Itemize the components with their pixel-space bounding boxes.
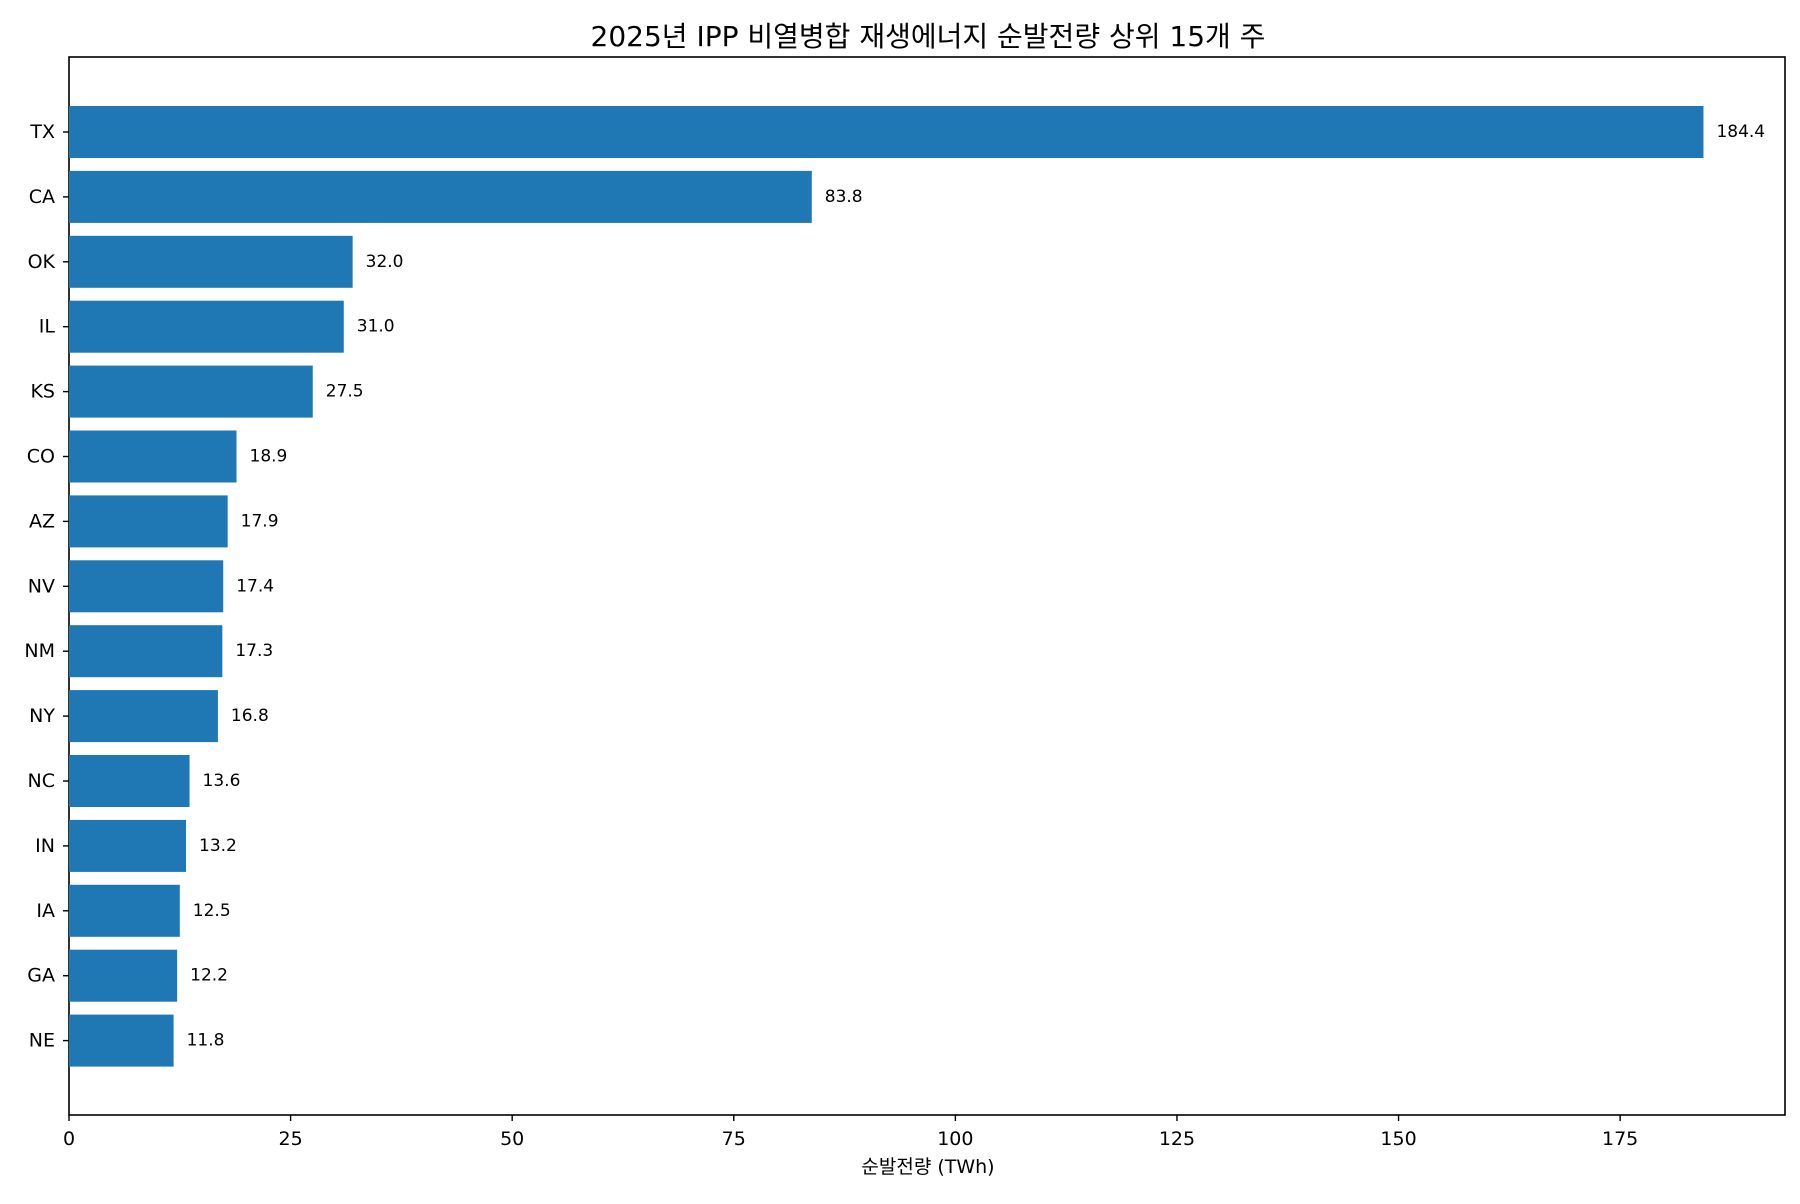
data-label-ok: 32.0 — [366, 252, 404, 272]
x-axis: 0 25 50 75 100 125 150 175 — [63, 1115, 1638, 1150]
data-label-il: 31.0 — [357, 317, 395, 337]
data-label-co: 18.9 — [250, 447, 288, 467]
data-label-ne: 11.8 — [187, 1031, 225, 1051]
data-label-ga: 12.2 — [190, 966, 228, 986]
x-tick-label-50: 50 — [500, 1128, 524, 1150]
y-tick-label-nc: NC — [28, 770, 55, 792]
bar-nv — [69, 560, 224, 613]
y-tick-label-nm: NM — [24, 640, 55, 662]
data-label-ks: 27.5 — [326, 382, 364, 402]
y-tick-label-ne: NE — [29, 1030, 55, 1052]
y-axis: TX CA OK IL KS CO AZ NV NM NY NC IN IA GA NE — [24, 121, 69, 1052]
y-tick-label-nv: NV — [28, 575, 55, 597]
y-tick-label-tx: TX — [29, 121, 55, 143]
data-label-nv: 17.4 — [236, 576, 274, 596]
bar-az — [69, 495, 228, 548]
data-label-az: 17.9 — [241, 511, 279, 531]
x-tick-label-25: 25 — [278, 1128, 302, 1150]
bar-co — [69, 430, 237, 483]
y-tick-label-ok: OK — [28, 251, 56, 273]
data-label-nm: 17.3 — [235, 641, 273, 661]
y-tick-label-ny: NY — [29, 705, 55, 727]
bar-ia — [69, 884, 180, 937]
bar-ga — [69, 949, 178, 1002]
data-label-ny: 16.8 — [231, 706, 269, 726]
bar-ca — [69, 170, 812, 223]
bar-ok — [69, 235, 353, 288]
y-tick-label-az: AZ — [29, 510, 55, 532]
x-axis-label: 순발전량 (TWh) — [861, 1156, 994, 1178]
data-label-ca: 83.8 — [825, 187, 863, 207]
x-tick-label-0: 0 — [63, 1128, 75, 1150]
y-tick-label-ga: GA — [27, 965, 55, 987]
data-label-in: 13.2 — [199, 836, 237, 856]
data-label-tx: 184.4 — [1716, 122, 1765, 142]
x-tick-label-100: 100 — [937, 1128, 973, 1150]
y-tick-label-ca: CA — [29, 186, 55, 208]
bar-il — [69, 300, 344, 353]
data-label-nc: 13.6 — [203, 771, 241, 791]
x-tick-label-125: 125 — [1159, 1128, 1195, 1150]
x-tick-label-150: 150 — [1380, 1128, 1416, 1150]
y-tick-label-ia: IA — [36, 900, 55, 922]
x-tick-label-75: 75 — [722, 1128, 746, 1150]
bar-ny — [69, 690, 218, 743]
bar-in — [69, 819, 186, 872]
bars-group: 184.4 83.8 32.0 31.0 27.5 18.9 17.9 17.4 17.3 16.… — [69, 106, 1765, 1067]
x-tick-label-175: 175 — [1602, 1128, 1638, 1150]
bar-nm — [69, 625, 223, 678]
bar-nc — [69, 755, 190, 807]
y-tick-label-in: IN — [35, 835, 55, 857]
chart-title: 2025년 IPP 비열병합 재생에너지 순발전량 상위 15개 주 — [591, 20, 1266, 53]
bar-tx — [69, 106, 1704, 158]
y-tick-label-ks: KS — [30, 381, 55, 403]
bar-ne — [69, 1014, 174, 1067]
data-label-ia: 12.5 — [193, 901, 231, 921]
y-tick-label-co: CO — [27, 446, 55, 468]
y-tick-label-il: IL — [39, 316, 56, 338]
bar-ks — [69, 365, 313, 418]
